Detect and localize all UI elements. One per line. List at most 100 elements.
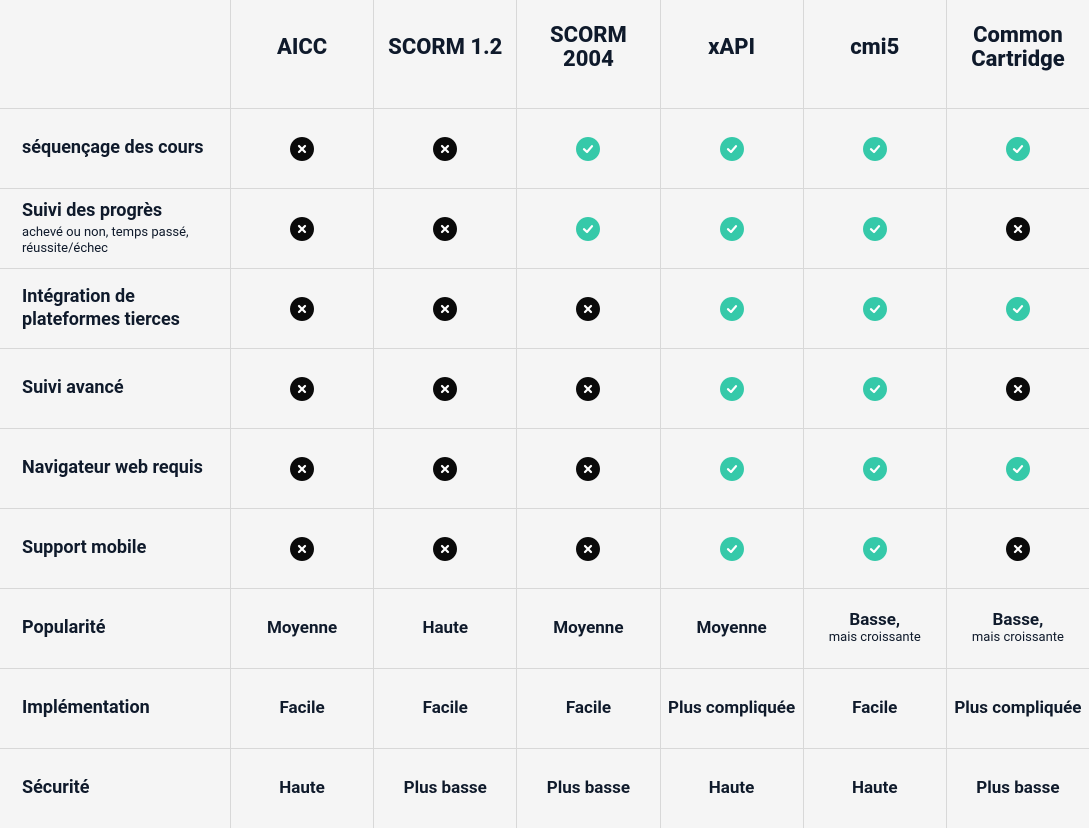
cell-text: Plus basse (976, 779, 1059, 799)
cell-r1-cmi5 (803, 108, 946, 188)
cell-r7-xapi: Moyenne (660, 588, 803, 668)
column-header-cc: Common Cartridge (946, 0, 1089, 108)
header-empty (0, 0, 230, 108)
cross-icon (1006, 217, 1030, 241)
cell-r4-xapi (660, 348, 803, 428)
column-header-s2004: SCORM 2004 (516, 0, 659, 108)
cross-icon (433, 457, 457, 481)
cell-r4-cc (946, 348, 1089, 428)
row-label-r2: Suivi des progrèsachevé ou non, temps pa… (0, 188, 230, 268)
cell-r2-xapi (660, 188, 803, 268)
cross-icon (576, 537, 600, 561)
check-icon (720, 137, 744, 161)
cell-text: Haute (852, 779, 898, 799)
cross-icon (433, 377, 457, 401)
cell-text: Haute (279, 779, 325, 799)
row-label-text: Popularité (22, 617, 220, 640)
cell-r5-aicc (230, 428, 373, 508)
check-icon (720, 457, 744, 481)
cell-r1-s12 (373, 108, 516, 188)
cell-r1-aicc (230, 108, 373, 188)
cell-text: Haute (709, 779, 755, 799)
cell-r1-xapi (660, 108, 803, 188)
column-header-xapi: xAPI (660, 0, 803, 108)
check-icon (1006, 457, 1030, 481)
cell-text: Moyenne (696, 619, 766, 639)
cell-r8-xapi: Plus compliquée (660, 668, 803, 748)
check-icon (576, 217, 600, 241)
cell-text: Plus basse (404, 779, 487, 799)
check-icon (1006, 137, 1030, 161)
cell-text: Plus basse (547, 779, 630, 799)
cross-icon (576, 297, 600, 321)
row-label-text: Support mobile (22, 537, 220, 560)
cross-icon (290, 297, 314, 321)
cell-subtext: mais croissante (972, 630, 1064, 646)
cross-icon (290, 457, 314, 481)
cell-subtext: mais croissante (829, 630, 921, 646)
cell-r3-xapi (660, 268, 803, 348)
check-icon (720, 537, 744, 561)
cell-r6-s2004 (516, 508, 659, 588)
row-label-r5: Navigateur web requis (0, 428, 230, 508)
cell-r9-s12: Plus basse (373, 748, 516, 828)
cell-r2-cc (946, 188, 1089, 268)
row-label-r8: Implémentation (0, 668, 230, 748)
cell-r2-aicc (230, 188, 373, 268)
check-icon (1006, 297, 1030, 321)
cell-r4-s2004 (516, 348, 659, 428)
cell-r3-s2004 (516, 268, 659, 348)
row-label-r4: Suivi avancé (0, 348, 230, 428)
cell-r1-s2004 (516, 108, 659, 188)
cell-r6-cc (946, 508, 1089, 588)
cell-r3-s12 (373, 268, 516, 348)
cross-icon (576, 377, 600, 401)
cell-r9-cc: Plus basse (946, 748, 1089, 828)
row-label-text: Sécurité (22, 777, 220, 800)
cell-r2-s12 (373, 188, 516, 268)
cell-text: Moyenne (267, 619, 337, 639)
cell-r9-s2004: Plus basse (516, 748, 659, 828)
cell-r2-cmi5 (803, 188, 946, 268)
check-icon (576, 137, 600, 161)
cell-r3-aicc (230, 268, 373, 348)
cell-r7-aicc: Moyenne (230, 588, 373, 668)
cell-r3-cmi5 (803, 268, 946, 348)
row-label-r7: Popularité (0, 588, 230, 668)
row-label-r6: Support mobile (0, 508, 230, 588)
row-label-text: Suivi des progrès (22, 200, 220, 223)
cell-r5-xapi (660, 428, 803, 508)
row-label-r9: Sécurité (0, 748, 230, 828)
check-icon (720, 217, 744, 241)
cell-r7-cmi5: Basse,mais croissante (803, 588, 946, 668)
check-icon (863, 457, 887, 481)
column-header-s12: SCORM 1.2 (373, 0, 516, 108)
cross-icon (433, 137, 457, 161)
cell-r8-aicc: Facile (230, 668, 373, 748)
cross-icon (290, 137, 314, 161)
cell-r8-s12: Facile (373, 668, 516, 748)
cell-r5-s12 (373, 428, 516, 508)
cell-r7-s2004: Moyenne (516, 588, 659, 668)
cell-r9-cmi5: Haute (803, 748, 946, 828)
cell-r6-cmi5 (803, 508, 946, 588)
cross-icon (290, 217, 314, 241)
check-icon (863, 137, 887, 161)
cross-icon (1006, 537, 1030, 561)
check-icon (863, 297, 887, 321)
check-icon (720, 297, 744, 321)
row-label-text: Navigateur web requis (22, 457, 220, 480)
column-header-aicc: AICC (230, 0, 373, 108)
check-icon (863, 217, 887, 241)
row-sublabel-text: achevé ou non, temps passé, réussite/éch… (22, 225, 220, 258)
comparison-table: AICCSCORM 1.2SCORM 2004xAPIcmi5Common Ca… (0, 0, 1089, 828)
cell-r8-cmi5: Facile (803, 668, 946, 748)
cell-r5-s2004 (516, 428, 659, 508)
check-icon (863, 537, 887, 561)
cross-icon (290, 377, 314, 401)
cell-r7-s12: Haute (373, 588, 516, 668)
cell-text: Facile (279, 699, 324, 719)
row-label-text: Intégration de plateformes tierces (22, 286, 220, 331)
cell-r2-s2004 (516, 188, 659, 268)
cell-text: Facile (852, 699, 897, 719)
